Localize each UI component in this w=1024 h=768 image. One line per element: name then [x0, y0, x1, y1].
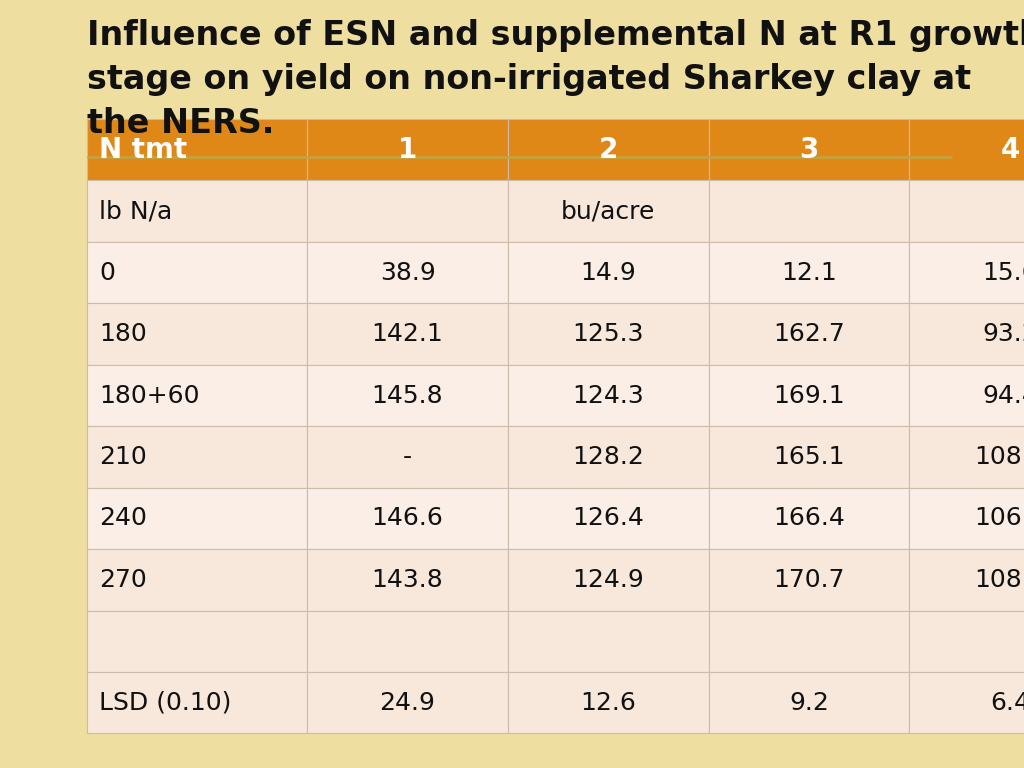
Text: 14.9: 14.9 [581, 260, 636, 285]
Text: 170.7: 170.7 [773, 568, 845, 592]
FancyBboxPatch shape [909, 365, 1024, 426]
FancyBboxPatch shape [87, 549, 307, 611]
Text: 165.1: 165.1 [773, 445, 845, 469]
FancyBboxPatch shape [307, 672, 508, 733]
Text: 143.8: 143.8 [372, 568, 443, 592]
FancyBboxPatch shape [508, 242, 709, 303]
FancyBboxPatch shape [709, 365, 909, 426]
FancyBboxPatch shape [508, 426, 709, 488]
Text: lb N/a: lb N/a [99, 199, 173, 223]
FancyBboxPatch shape [307, 365, 508, 426]
FancyBboxPatch shape [307, 303, 508, 365]
FancyBboxPatch shape [709, 549, 909, 611]
Text: 0: 0 [99, 260, 116, 285]
FancyBboxPatch shape [307, 611, 508, 672]
Text: 180: 180 [99, 322, 147, 346]
Text: 210: 210 [99, 445, 147, 469]
FancyBboxPatch shape [508, 180, 709, 242]
Text: Influence of ESN and supplemental N at R1 growth: Influence of ESN and supplemental N at R… [87, 19, 1024, 52]
FancyBboxPatch shape [307, 426, 508, 488]
FancyBboxPatch shape [307, 180, 508, 242]
FancyBboxPatch shape [87, 488, 307, 549]
FancyBboxPatch shape [307, 549, 508, 611]
Text: stage on yield on non-irrigated Sharkey clay at: stage on yield on non-irrigated Sharkey … [87, 63, 971, 96]
FancyBboxPatch shape [709, 611, 909, 672]
Text: 93.2: 93.2 [982, 322, 1024, 346]
Text: 106.0: 106.0 [975, 506, 1024, 531]
Text: LSD (0.10): LSD (0.10) [99, 690, 231, 715]
Text: 2: 2 [599, 136, 617, 164]
Text: bu/acre: bu/acre [561, 199, 655, 223]
FancyBboxPatch shape [508, 303, 709, 365]
FancyBboxPatch shape [909, 426, 1024, 488]
Text: 128.2: 128.2 [572, 445, 644, 469]
FancyBboxPatch shape [709, 303, 909, 365]
FancyBboxPatch shape [508, 119, 709, 180]
Text: 142.1: 142.1 [372, 322, 443, 346]
FancyBboxPatch shape [87, 426, 307, 488]
Text: 12.6: 12.6 [581, 690, 636, 715]
FancyBboxPatch shape [87, 672, 307, 733]
FancyBboxPatch shape [307, 119, 508, 180]
Text: 169.1: 169.1 [773, 383, 845, 408]
Text: 4: 4 [1000, 136, 1020, 164]
FancyBboxPatch shape [307, 242, 508, 303]
FancyBboxPatch shape [508, 611, 709, 672]
FancyBboxPatch shape [87, 303, 307, 365]
FancyBboxPatch shape [909, 303, 1024, 365]
FancyBboxPatch shape [909, 242, 1024, 303]
FancyBboxPatch shape [709, 242, 909, 303]
FancyBboxPatch shape [909, 672, 1024, 733]
FancyBboxPatch shape [87, 365, 307, 426]
Text: 126.4: 126.4 [572, 506, 644, 531]
FancyBboxPatch shape [709, 488, 909, 549]
FancyBboxPatch shape [909, 119, 1024, 180]
Text: 124.9: 124.9 [572, 568, 644, 592]
FancyBboxPatch shape [709, 119, 909, 180]
FancyBboxPatch shape [709, 672, 909, 733]
Text: 270: 270 [99, 568, 147, 592]
FancyBboxPatch shape [307, 488, 508, 549]
Text: 180+60: 180+60 [99, 383, 200, 408]
Text: 24.9: 24.9 [380, 690, 435, 715]
Text: 1: 1 [398, 136, 417, 164]
FancyBboxPatch shape [909, 488, 1024, 549]
Text: 146.6: 146.6 [372, 506, 443, 531]
FancyBboxPatch shape [508, 672, 709, 733]
Text: 125.3: 125.3 [572, 322, 644, 346]
Text: 6.4: 6.4 [990, 690, 1024, 715]
Text: 145.8: 145.8 [372, 383, 443, 408]
FancyBboxPatch shape [909, 180, 1024, 242]
Text: the NERS.: the NERS. [87, 107, 274, 140]
Text: 38.9: 38.9 [380, 260, 435, 285]
Text: 12.1: 12.1 [781, 260, 837, 285]
FancyBboxPatch shape [709, 180, 909, 242]
FancyBboxPatch shape [508, 549, 709, 611]
Text: N tmt: N tmt [99, 136, 187, 164]
FancyBboxPatch shape [87, 242, 307, 303]
Text: 108.4: 108.4 [974, 568, 1024, 592]
Text: 9.2: 9.2 [790, 690, 828, 715]
Text: 162.7: 162.7 [773, 322, 845, 346]
FancyBboxPatch shape [909, 549, 1024, 611]
Text: 124.3: 124.3 [572, 383, 644, 408]
FancyBboxPatch shape [87, 119, 307, 180]
FancyBboxPatch shape [508, 365, 709, 426]
Text: 94.4: 94.4 [982, 383, 1024, 408]
FancyBboxPatch shape [508, 488, 709, 549]
Text: 108.1: 108.1 [975, 445, 1024, 469]
Text: 3: 3 [800, 136, 818, 164]
Text: 15.6: 15.6 [982, 260, 1024, 285]
Text: 166.4: 166.4 [773, 506, 845, 531]
FancyBboxPatch shape [87, 180, 307, 242]
Text: 240: 240 [99, 506, 147, 531]
Text: -: - [403, 445, 412, 469]
FancyBboxPatch shape [709, 426, 909, 488]
FancyBboxPatch shape [87, 611, 307, 672]
FancyBboxPatch shape [909, 611, 1024, 672]
